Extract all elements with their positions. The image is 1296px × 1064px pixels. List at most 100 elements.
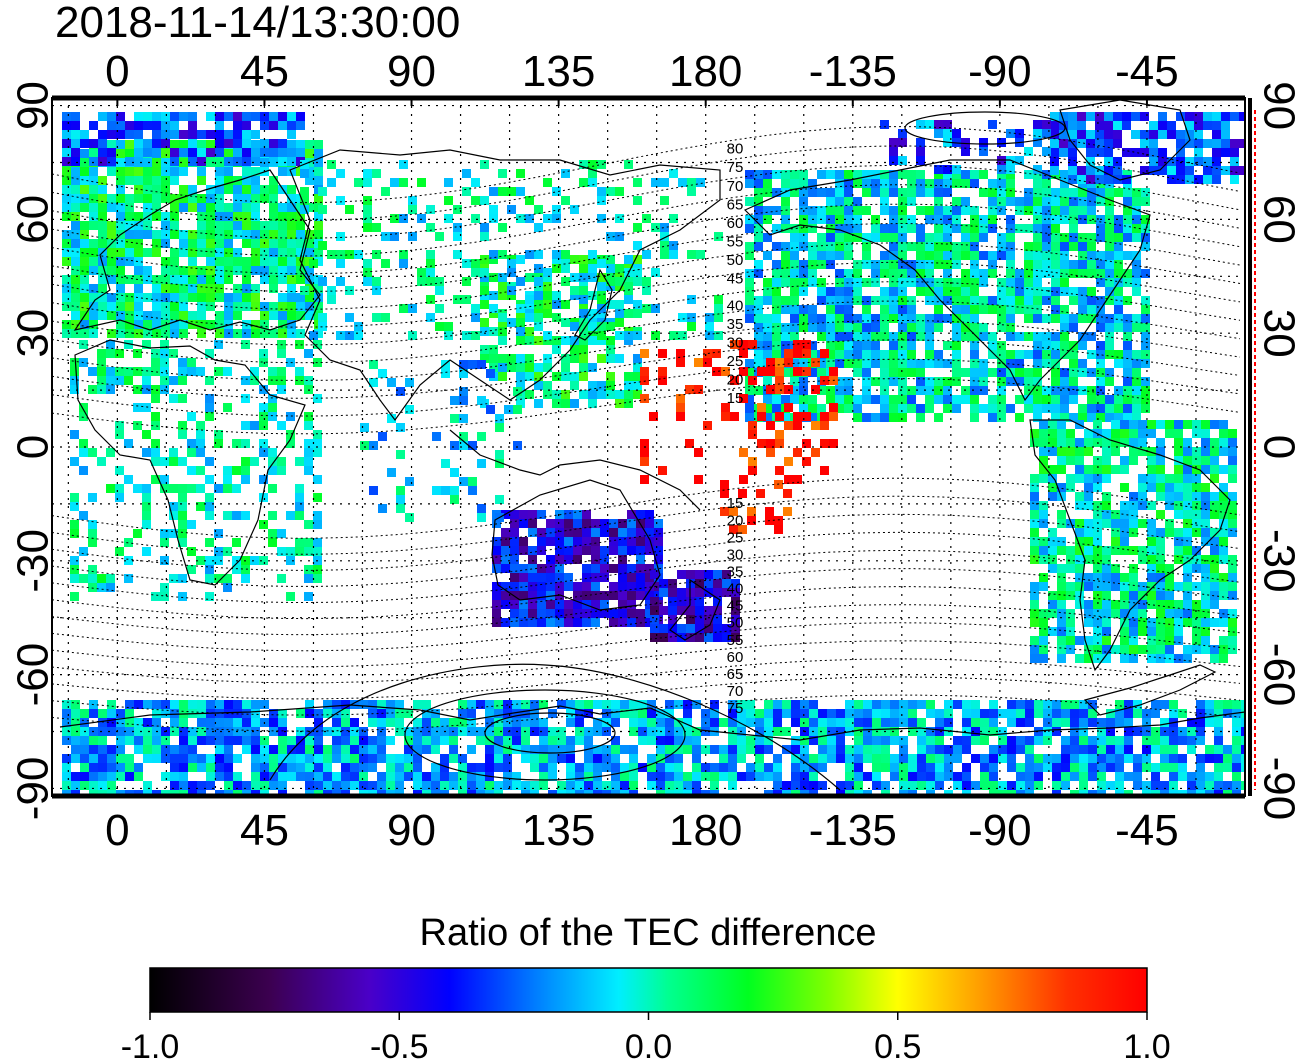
- tec-data-cell: [528, 600, 537, 609]
- tec-data-cell: [1025, 772, 1034, 781]
- tec-data-cell: [916, 251, 925, 260]
- tec-data-cell: [142, 367, 151, 376]
- tec-data-cell: [1156, 645, 1165, 654]
- tec-data-cell: [1024, 147, 1033, 156]
- tec-data-cell: [300, 205, 309, 214]
- tec-data-cell: [318, 313, 327, 322]
- tec-data-cell: [773, 781, 782, 790]
- tec-data-cell: [70, 529, 79, 538]
- tec-data-cell: [899, 763, 908, 772]
- tec-data-cell: [916, 332, 925, 341]
- tec-data-cell: [764, 700, 773, 709]
- tec-data-cell: [557, 790, 566, 796]
- tec-data-cell: [71, 745, 80, 754]
- tec-data-cell: [277, 457, 286, 466]
- tec-data-cell: [889, 305, 898, 314]
- tec-data-cell: [278, 248, 287, 257]
- tec-data-cell: [134, 284, 143, 293]
- tec-data-cell: [854, 790, 863, 796]
- tec-data-cell: [800, 754, 809, 763]
- tec-data-cell: [152, 284, 161, 293]
- tec-data-cell: [98, 745, 107, 754]
- tec-data-cell: [606, 277, 615, 286]
- tec-data-cell: [510, 573, 519, 582]
- tec-data-cell: [1133, 727, 1142, 736]
- tec-data-cell: [187, 565, 196, 574]
- tec-data-cell: [1183, 456, 1192, 465]
- tec-data-cell: [926, 781, 935, 790]
- tec-data-cell: [1033, 233, 1042, 242]
- tec-data-cell: [880, 404, 889, 413]
- tec-data-cell: [880, 332, 889, 341]
- tec-data-cell: [943, 233, 952, 242]
- tec-data-cell: [107, 157, 116, 166]
- contour-line: [52, 604, 1241, 652]
- tec-data-cell: [277, 574, 286, 583]
- tec-data-cell: [755, 754, 764, 763]
- tec-data-cell: [1030, 429, 1039, 438]
- tec-data-cell: [1043, 763, 1052, 772]
- tec-data-cell: [214, 340, 223, 349]
- tec-data-cell: [224, 248, 233, 257]
- tec-data-cell: [259, 349, 268, 358]
- tec-data-cell: [1205, 754, 1214, 763]
- tec-data-cell: [579, 286, 588, 295]
- tec-data-cell: [62, 329, 71, 338]
- tec-data-cell: [1025, 754, 1034, 763]
- tec-data-cell: [564, 600, 573, 609]
- tec-data-cell: [582, 609, 591, 618]
- tec-data-cell: [925, 350, 934, 359]
- tec-data-cell: [835, 242, 844, 251]
- tec-data-cell: [862, 206, 871, 215]
- tec-data-cell: [1078, 404, 1087, 413]
- tec-data-cell: [926, 754, 935, 763]
- tec-data-cell: [80, 736, 89, 745]
- tec-data-cell: [485, 709, 494, 718]
- tec-data-cell: [862, 314, 871, 323]
- tec-data-cell: [1114, 296, 1123, 305]
- tec-data-cell: [1113, 166, 1122, 175]
- tec-data-cell: [106, 376, 115, 385]
- tec-data-cell: [205, 574, 214, 583]
- right-y-tick-label: 0: [1254, 435, 1296, 459]
- tec-data-cell: [953, 754, 962, 763]
- tec-data-cell: [970, 179, 979, 188]
- tec-data-cell: [1051, 332, 1060, 341]
- tec-data-cell: [269, 709, 278, 718]
- tec-data-cell: [1147, 483, 1156, 492]
- tec-data-cell: [1165, 618, 1174, 627]
- tec-data-cell: [160, 340, 169, 349]
- tec-data-cell: [1223, 745, 1232, 754]
- tec-data-cell: [1138, 447, 1147, 456]
- tec-data-cell: [845, 745, 854, 754]
- tec-data-cell: [359, 790, 368, 796]
- tec-data-cell: [1156, 627, 1165, 636]
- tec-data-cell: [1068, 121, 1077, 130]
- tec-data-cell: [1147, 501, 1156, 510]
- tec-data-cell: [224, 790, 233, 796]
- tec-data-cell: [161, 275, 170, 284]
- tec-data-cell: [160, 358, 169, 367]
- tec-data-cell: [80, 176, 89, 185]
- tec-data-cell: [615, 318, 624, 327]
- tec-data-cell: [1086, 112, 1095, 121]
- tec-data-cell: [844, 233, 853, 242]
- tec-data-cell: [642, 277, 651, 286]
- tec-data-cell: [656, 754, 665, 763]
- tec-data-cell: [206, 275, 215, 284]
- tec-data-cell: [1006, 260, 1015, 269]
- tec-data-cell: [926, 736, 935, 745]
- contour-label: 15: [727, 390, 744, 407]
- tec-data-cell: [543, 354, 552, 363]
- tec-data-cell: [269, 772, 278, 781]
- tec-data-cell: [934, 305, 943, 314]
- tec-data-cell: [97, 376, 106, 385]
- tec-data-cell: [1069, 287, 1078, 296]
- tec-data-cell: [989, 727, 998, 736]
- tec-data-cell: [528, 618, 537, 627]
- tec-data-cell: [872, 763, 881, 772]
- tec-data-cell: [537, 510, 546, 519]
- tec-data-cell: [1219, 429, 1228, 438]
- tec-data-cell: [654, 519, 663, 528]
- tec-data-cell: [1138, 420, 1147, 429]
